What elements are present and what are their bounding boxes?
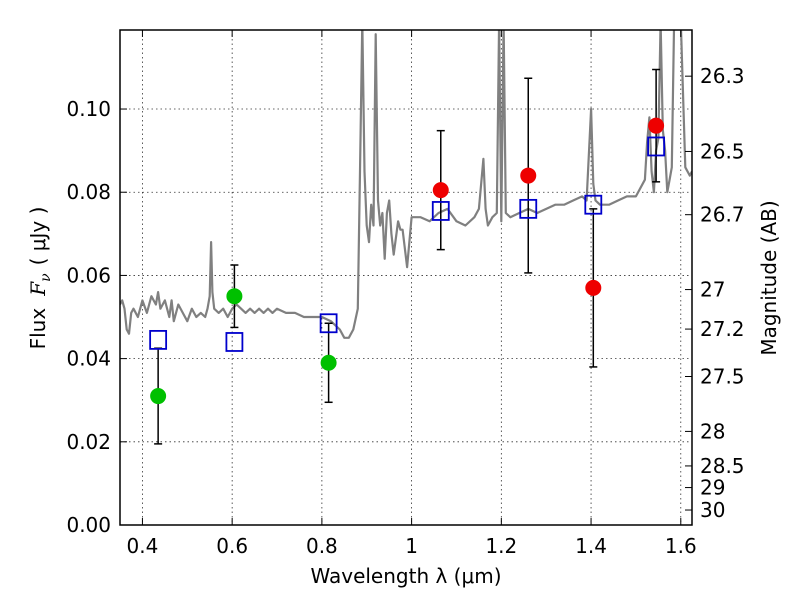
right-tick-label: 26.3: [700, 64, 745, 88]
y-tick-label: 0.00: [66, 513, 111, 537]
right-axis-title: Magnitude (AB): [757, 200, 781, 355]
model-square-point: [225, 332, 244, 352]
x-tick-label: 1.6: [665, 534, 697, 558]
x-axis-title: Wavelength λ (μm): [310, 564, 501, 588]
right-tick-label: 26.5: [700, 139, 745, 163]
y-tick-label: 0.08: [66, 180, 111, 204]
y-axis-title: Flux Fν ( μJy ): [26, 207, 54, 350]
model-square-point: [647, 136, 666, 157]
observed-point: [585, 279, 602, 296]
y-axis-title-subscript: ν: [38, 273, 54, 282]
x-tick-label: 0.8: [306, 534, 338, 558]
right-tick-label: 29: [700, 476, 725, 500]
model-square-point: [431, 201, 450, 221]
observed-point: [320, 354, 337, 371]
x-tick-label: 0.6: [216, 534, 248, 558]
x-tick-label: 1.2: [485, 534, 517, 558]
observed-point: [150, 388, 167, 405]
y-tick-label: 0.06: [66, 263, 111, 287]
x-tick-label: 1.4: [575, 534, 607, 558]
y-tick-label: 0.02: [66, 430, 111, 454]
right-tick-label: 27.2: [700, 317, 745, 341]
right-tick-label: 26.7: [700, 203, 745, 227]
model-square-point: [519, 198, 538, 219]
model-square-point: [584, 194, 603, 215]
spectrum-layer: [120, 30, 692, 339]
observed-point: [432, 182, 449, 199]
x-tick-label: 1: [405, 534, 418, 558]
right-tick-label: 30: [700, 498, 725, 522]
observed-point: [648, 117, 665, 134]
y-axis-title-unit: ( μJy ): [26, 207, 50, 266]
spectrum-line: [120, 30, 692, 339]
x-tick-label: 0.4: [127, 534, 159, 558]
right-tick-label: 27: [700, 278, 725, 302]
ticks-layer: 0.4 0.6 0.8 1 1.2 1.4 1.6 0.00 0.02 0.04 0.06 0.08 0…: [66, 30, 745, 558]
plot-frame: [119, 29, 693, 526]
right-tick-label: 27.5: [700, 365, 745, 389]
grid-lines: [120, 30, 692, 526]
markers-layer: [149, 68, 666, 445]
model-square-point: [149, 329, 168, 350]
y-axis-title-word: Flux: [26, 308, 50, 350]
model-square-point: [319, 313, 338, 334]
observed-point: [226, 288, 243, 305]
observed-point: [520, 167, 537, 184]
y-tick-label: 0.10: [66, 97, 111, 121]
y-tick-label: 0.04: [66, 347, 111, 371]
right-tick-label: 28: [700, 419, 725, 443]
right-tick-label: 28.5: [700, 454, 745, 478]
y-axis-title-symbol: F: [26, 281, 50, 297]
